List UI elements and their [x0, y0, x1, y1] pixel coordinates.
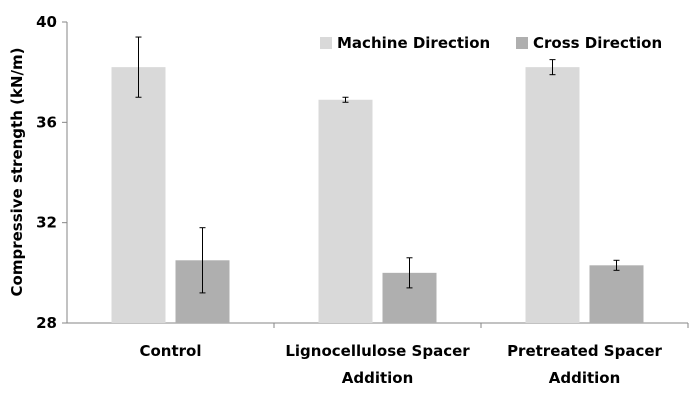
x-tick-label: Addition — [549, 369, 621, 387]
x-tick-label: Addition — [342, 369, 414, 387]
bar — [589, 265, 644, 323]
y-tick-label: 32 — [36, 214, 57, 232]
legend-label: Machine Direction — [337, 34, 490, 52]
y-tick-label: 40 — [36, 13, 57, 31]
bar — [111, 67, 166, 324]
x-tick-label: Pretreated Spacer — [507, 342, 662, 360]
legend-swatch — [516, 37, 528, 49]
legend-swatch — [320, 37, 332, 49]
x-tick-label: Control — [139, 342, 201, 360]
bar — [525, 67, 580, 324]
legend-label: Cross Direction — [533, 34, 662, 52]
y-tick-label: 36 — [36, 113, 57, 131]
bar — [318, 99, 373, 323]
x-tick-label: Lignocellulose Spacer — [285, 342, 470, 360]
y-axis-label: Compressive strength (kN/m) — [8, 48, 26, 297]
y-tick-label: 28 — [36, 314, 57, 332]
